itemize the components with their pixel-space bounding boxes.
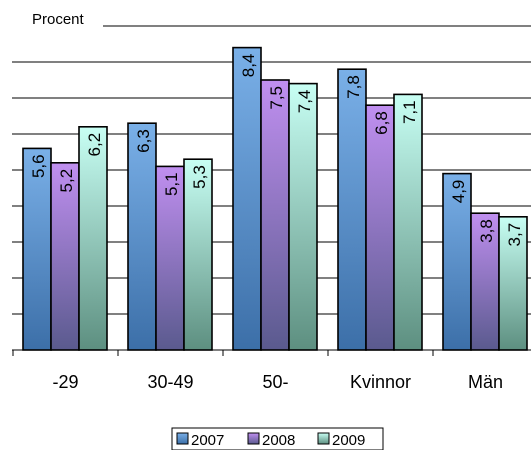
data-label: 7,8 xyxy=(344,75,363,99)
bars xyxy=(22,46,528,351)
bar-2007-3 xyxy=(337,68,367,351)
bar-2008-2 xyxy=(260,79,290,351)
legend-swatch-2007 xyxy=(176,432,189,445)
bar-2007-1 xyxy=(127,122,157,351)
data-label: 5,2 xyxy=(57,169,76,193)
data-label: 3,7 xyxy=(505,223,524,247)
data-label: 3,8 xyxy=(477,219,496,243)
x-tick-label: 30-49 xyxy=(147,372,193,392)
bar-2009-4 xyxy=(498,216,528,351)
data-label: 6,3 xyxy=(134,129,153,153)
bar-2008-3 xyxy=(365,104,395,351)
data-label: 6,2 xyxy=(85,133,104,157)
data-label: 8,4 xyxy=(239,54,258,78)
data-label: 5,3 xyxy=(190,165,209,189)
x-tick-label: -29 xyxy=(52,372,78,392)
legend-label-2008: 2008 xyxy=(262,432,295,449)
y-axis-label: Procent xyxy=(32,11,85,28)
legend-swatch-2009 xyxy=(317,432,330,445)
legend-label-2009: 2009 xyxy=(332,432,365,449)
bar-2007-4 xyxy=(442,172,472,351)
data-label: 6,8 xyxy=(372,111,391,135)
bar-2009-3 xyxy=(393,93,423,351)
legend-label-2007: 2007 xyxy=(191,432,224,449)
x-axis: -29 30-49 50- Kvinnor Män xyxy=(12,349,531,392)
data-label: 5,6 xyxy=(29,154,48,178)
legend-frame xyxy=(171,427,384,450)
legend-swatch-2008 xyxy=(247,432,260,445)
data-label: 4,9 xyxy=(449,180,468,204)
data-label: 5,1 xyxy=(162,172,181,196)
bar-2009-2 xyxy=(288,82,318,351)
data-label: 7,1 xyxy=(400,100,419,124)
data-label: 7,5 xyxy=(267,86,286,110)
data-labels: 5,6 5,2 6,2 6,3 5,1 5,3 8,4 7,5 7,4 7,8 6,8 7,1 4,9 3… xyxy=(29,54,524,247)
legend: 2007 2008 2009 xyxy=(171,427,384,450)
x-tick-label: Kvinnor xyxy=(350,372,411,392)
x-tick-label: Män xyxy=(468,372,503,392)
x-tick-label: 50- xyxy=(262,372,288,392)
data-label: 7,4 xyxy=(295,90,314,114)
bar-2007-2 xyxy=(232,46,262,351)
bar-2009-0 xyxy=(78,126,108,351)
